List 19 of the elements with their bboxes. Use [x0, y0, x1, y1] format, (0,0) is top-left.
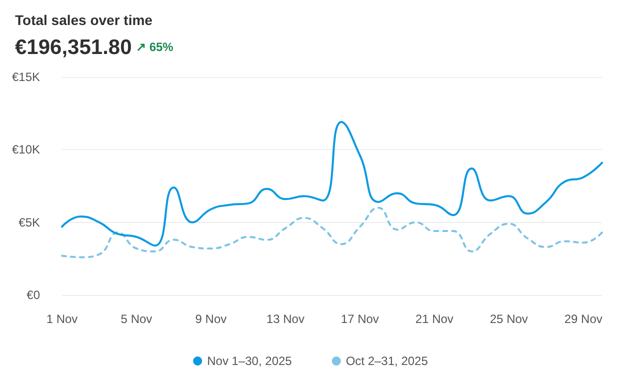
line-series	[61, 121, 603, 247]
legend-label: Oct 2–31, 2025	[346, 354, 428, 368]
x-tick-label: 25 Nov	[490, 312, 528, 326]
x-tick-label: 17 Nov	[340, 312, 379, 326]
chart-subtitle: €196,351.80	[15, 36, 132, 59]
x-tick-label: 1 Nov	[46, 312, 78, 326]
text: ↗ 65%	[136, 40, 174, 54]
y-tick-label: €10K	[12, 142, 40, 157]
y-tick-label: €5K	[18, 215, 40, 230]
legend-label: Nov 1–30, 2025	[207, 354, 292, 368]
chart-title: Total sales over time	[15, 12, 153, 28]
x-tick-label: 5 Nov	[120, 312, 152, 326]
x-tick-label: 13 Nov	[266, 312, 304, 326]
line-series	[61, 206, 603, 258]
x-tick-label: 21 Nov	[415, 312, 454, 326]
x-tick-label: 9 Nov	[195, 312, 227, 326]
y-tick-label: €15K	[12, 70, 40, 84]
y-tick-label: €0	[26, 288, 40, 302]
x-tick-label: 29 Nov	[564, 312, 602, 326]
